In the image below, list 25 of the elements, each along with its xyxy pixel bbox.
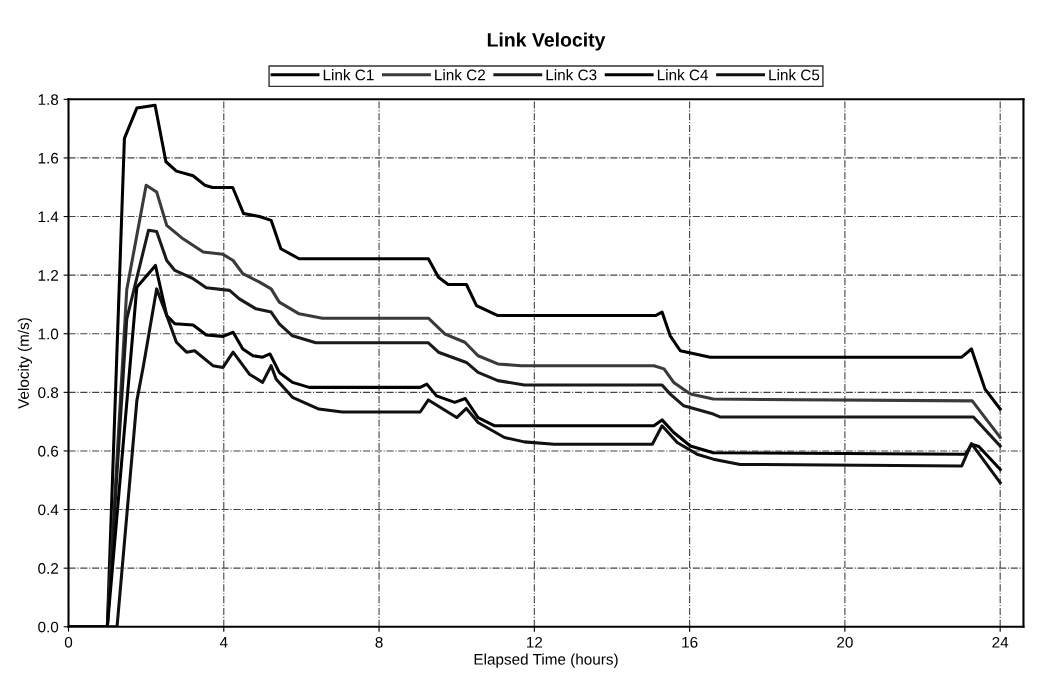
x-tick-label: 12 [527,636,543,648]
y-tick-label: 0.6 [38,445,59,457]
y-tick-label: 1.8 [38,94,59,106]
y-tick-label: 1.6 [38,152,59,164]
y-tick-label: 0.2 [38,563,59,574]
y-tick-label: 1.4 [38,211,59,223]
legend-label: Link C4 [657,69,709,81]
x-tick-label: 8 [375,636,383,648]
x-tick-label: 0 [64,636,73,648]
legend-label: Link C3 [546,69,597,81]
legend-label: Link C5 [769,69,820,81]
x-tick-label: 20 [837,636,853,648]
x-tick-label: 24 [992,636,1009,648]
legend-label: Link C1 [323,69,374,81]
chart-title: Link Velocity [487,32,606,51]
x-axis-title: Elapsed Time (hours) [474,653,618,668]
y-tick-label: 0.4 [38,504,59,516]
y-axis-title: Velocity (m/s) [17,318,32,409]
y-tick-label: 0.8 [38,387,59,399]
legend-label: Link C2 [435,69,485,81]
x-tick-label: 4 [219,637,228,648]
y-tick-label: 1.2 [38,270,59,281]
y-tick-label: 0.0 [38,621,59,633]
x-tick-label: 16 [682,636,698,648]
y-tick-label: 1.0 [38,328,59,340]
